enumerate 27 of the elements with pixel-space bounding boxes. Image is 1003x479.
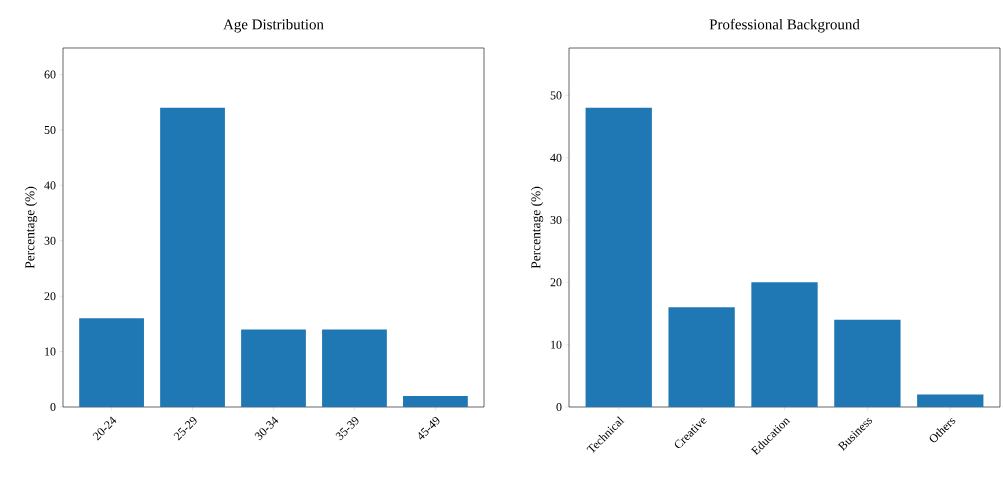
y-axis-title: Percentage (%) <box>24 186 38 269</box>
bar <box>668 307 735 407</box>
y-tick-label: 20 <box>44 292 56 301</box>
bar <box>322 329 387 407</box>
bar <box>79 318 144 407</box>
y-tick-label: 60 <box>44 70 56 79</box>
y-tick-label: 50 <box>550 91 562 100</box>
bar <box>160 107 225 407</box>
y-axis-title: Percentage (%) <box>530 186 544 269</box>
bar <box>834 319 901 407</box>
bar <box>585 107 652 407</box>
y-tick-label: 40 <box>44 181 56 190</box>
bar <box>403 395 468 407</box>
bar <box>751 282 818 407</box>
y-tick-label: 20 <box>550 278 562 287</box>
y-tick-label: 40 <box>550 153 562 162</box>
y-tick-label: 10 <box>551 340 562 349</box>
chart-title: Age Distribution <box>223 18 324 33</box>
chart-title: Professional Background <box>709 18 860 33</box>
y-tick-label: 30 <box>550 215 562 225</box>
y-tick-label: 0 <box>50 402 56 412</box>
bar <box>241 329 306 407</box>
y-tick-label: 50 <box>44 125 56 135</box>
y-tick-label: 0 <box>556 402 562 412</box>
y-tick-label: 30 <box>44 236 56 245</box>
bar <box>917 394 984 407</box>
y-tick-label: 10 <box>45 347 56 356</box>
